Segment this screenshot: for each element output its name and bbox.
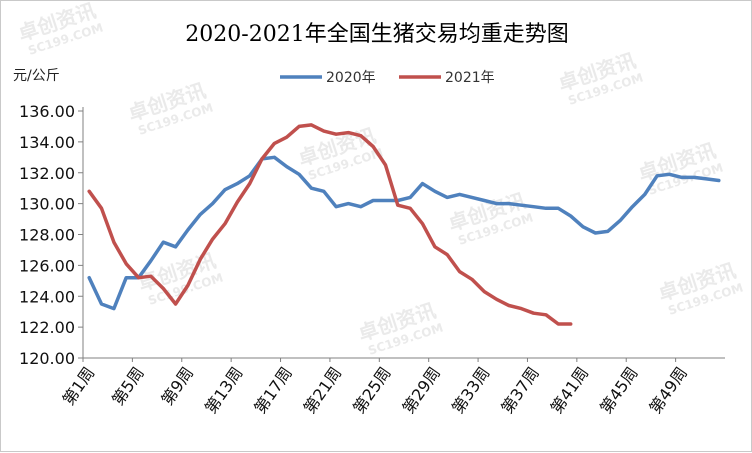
x-tick-label: 第5周 <box>108 363 148 408</box>
y-tick-label: 132.00 <box>19 164 75 183</box>
y-tick-label: 130.00 <box>19 195 75 214</box>
x-tick-label: 第25周 <box>349 363 395 417</box>
series-line-2021年 <box>87 123 573 326</box>
y-tick-labels: 120.00 122.00 124.00 126.00 128.00 130.00 132.… <box>19 102 83 368</box>
y-tick-label: 128.00 <box>19 226 75 245</box>
x-tick-labels: 第1周 第5周 第9周 第13周 第17周 第21周 第25周 第29周 第33周 第37周 第41… <box>59 358 691 417</box>
y-tick-label: 122.00 <box>19 318 75 337</box>
chart-title: 2020-2021年全国生猪交易均重走势图 <box>185 22 568 47</box>
legend-label: 2021年 <box>445 70 495 86</box>
legend: 2020年 2021年 <box>280 70 495 86</box>
x-tick-label: 第33周 <box>448 363 494 417</box>
y-axis-unit-label: 元/公斤 <box>13 68 60 84</box>
x-tick-label: 第37周 <box>497 363 543 417</box>
x-tick-label: 第21周 <box>300 363 346 417</box>
x-tick-label: 第1周 <box>59 363 99 408</box>
x-tick-label: 第45周 <box>596 363 642 417</box>
series-line-2020年 <box>87 155 721 311</box>
axes <box>82 107 725 359</box>
x-tick-label: 第29周 <box>399 363 445 417</box>
y-tick-label: 126.00 <box>19 256 75 275</box>
x-tick-label: 第49周 <box>645 363 691 417</box>
x-tick-label: 第13周 <box>201 363 247 417</box>
y-tick-label: 136.00 <box>19 102 75 121</box>
y-tick-label: 120.00 <box>19 349 75 368</box>
x-tick-label: 第41周 <box>547 363 593 417</box>
x-tick-label: 第17周 <box>250 363 296 417</box>
watermark-layer: 卓创资讯SC199.COM卓创资讯SC199.COM卓创资讯SC199.COM卓… <box>15 1 745 358</box>
x-tick-label: 第9周 <box>157 363 197 408</box>
legend-label: 2020年 <box>326 70 376 86</box>
series-lines <box>87 123 721 326</box>
y-tick-label: 124.00 <box>19 287 75 306</box>
y-tick-label: 134.00 <box>19 133 75 152</box>
